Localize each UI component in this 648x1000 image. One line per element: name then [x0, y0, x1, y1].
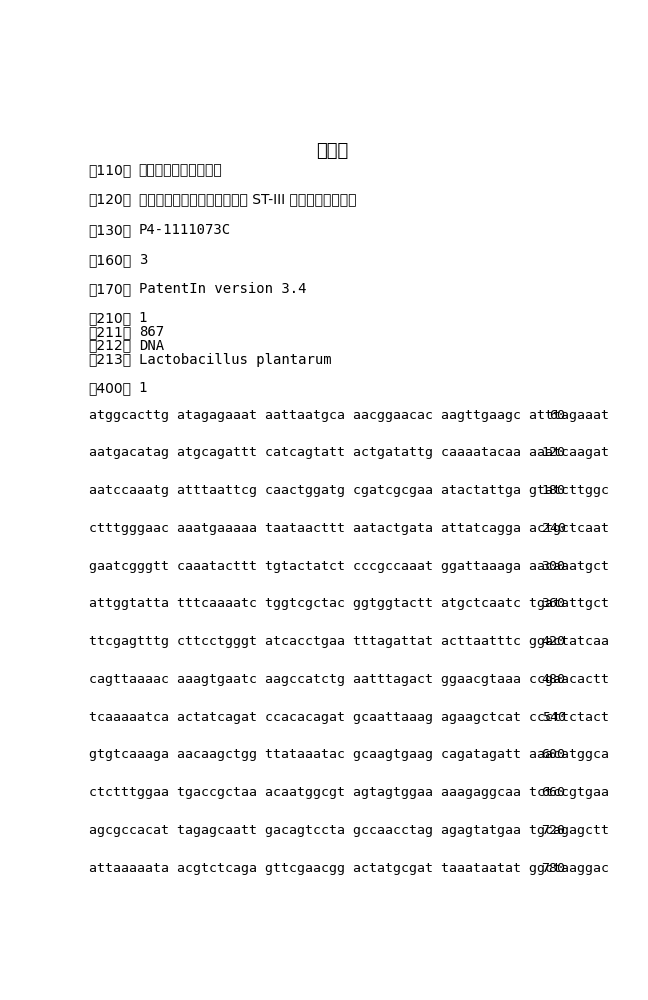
- Text: ＜210＞: ＜210＞: [89, 311, 132, 325]
- Text: ＜212＞: ＜212＞: [89, 339, 132, 353]
- Text: atggcacttg atagagaaat aattaatgca aacggaacac aagttgaagc atttagaaat: atggcacttg atagagaaat aattaatgca aacggaa…: [89, 409, 608, 422]
- Text: 720: 720: [542, 824, 566, 837]
- Text: 序列表: 序列表: [316, 142, 348, 160]
- Text: 一种快速定量检测植物乳杆菌 ST-III 的方法及其试剂盒: 一种快速定量检测植物乳杆菌 ST-III 的方法及其试剂盒: [139, 192, 356, 206]
- Text: cagttaaaac aaagtgaatc aagccatctg aatttagact ggaacgtaaa ccgaacactt: cagttaaaac aaagtgaatc aagccatctg aatttag…: [89, 673, 608, 686]
- Text: ＜130＞: ＜130＞: [89, 223, 132, 237]
- Text: ＜400＞: ＜400＞: [89, 381, 132, 395]
- Text: DNA: DNA: [139, 339, 164, 353]
- Text: aatgacatag atgcagattt catcagtatt actgatattg caaaatacaa aaatcaagat: aatgacatag atgcagattt catcagtatt actgata…: [89, 446, 608, 459]
- Text: gtgtcaaaga aacaagctgg ttataaatac gcaagtgaag cagatagatt aaacatggca: gtgtcaaaga aacaagctgg ttataaatac gcaagtg…: [89, 748, 608, 761]
- Text: 420: 420: [542, 635, 566, 648]
- Text: tcaaaaatca actatcagat ccacacagat gcaattaaag agaagctcat cccttctact: tcaaaaatca actatcagat ccacacagat gcaatta…: [89, 711, 608, 724]
- Text: ＜213＞: ＜213＞: [89, 353, 132, 367]
- Text: 780: 780: [542, 862, 566, 875]
- Text: 光明乳业股份有限公司: 光明乳业股份有限公司: [139, 163, 222, 177]
- Text: attaaaaata acgtctcaga gttcgaacgg actatgcgat taaataatat ggctaaggac: attaaaaata acgtctcaga gttcgaacgg actatgc…: [89, 862, 608, 875]
- Text: Lactobacillus plantarum: Lactobacillus plantarum: [139, 353, 331, 367]
- Text: ttcgagtttg cttcctgggt atcacctgaa tttagattat acttaatttc ggactatcaa: ttcgagtttg cttcctgggt atcacctgaa tttagat…: [89, 635, 608, 648]
- Text: 3: 3: [139, 253, 147, 267]
- Text: 60: 60: [550, 409, 566, 422]
- Text: attggtatta tttcaaaatc tggtcgctac ggtggtactt atgctcaatc tgatattgct: attggtatta tttcaaaatc tggtcgctac ggtggta…: [89, 597, 608, 610]
- Text: 120: 120: [542, 446, 566, 459]
- Text: ＜110＞: ＜110＞: [89, 163, 132, 177]
- Text: gaatcgggtt caaatacttt tgtactatct cccgccaaat ggattaaaga aacaaatgct: gaatcgggtt caaatacttt tgtactatct cccgcca…: [89, 560, 608, 573]
- Text: 240: 240: [542, 522, 566, 535]
- Text: ＜160＞: ＜160＞: [89, 253, 132, 267]
- Text: 300: 300: [542, 560, 566, 573]
- Text: 360: 360: [542, 597, 566, 610]
- Text: 480: 480: [542, 673, 566, 686]
- Text: 180: 180: [542, 484, 566, 497]
- Text: ctctttggaa tgaccgctaa acaatggcgt agtagtggaa aaagaggcaa tctccgtgaa: ctctttggaa tgaccgctaa acaatggcgt agtagtg…: [89, 786, 608, 799]
- Text: ctttgggaac aaatgaaaaa taataacttt aatactgata attatcagga actgctcaat: ctttgggaac aaatgaaaaa taataacttt aatactg…: [89, 522, 608, 535]
- Text: ＜211＞: ＜211＞: [89, 325, 132, 339]
- Text: P4-1111073C: P4-1111073C: [139, 223, 231, 237]
- Text: ＜120＞: ＜120＞: [89, 192, 132, 206]
- Text: aatccaaatg atttaattcg caactggatg cgatcgcgaa atactattga gtatcttggc: aatccaaatg atttaattcg caactggatg cgatcgc…: [89, 484, 608, 497]
- Text: 660: 660: [542, 786, 566, 799]
- Text: 1: 1: [139, 311, 147, 325]
- Text: 540: 540: [542, 711, 566, 724]
- Text: PatentIn version 3.4: PatentIn version 3.4: [139, 282, 307, 296]
- Text: agcgccacat tagagcaatt gacagtccta gccaacctag agagtatgaa tgcagagctt: agcgccacat tagagcaatt gacagtccta gccaacc…: [89, 824, 608, 837]
- Text: 1: 1: [139, 381, 147, 395]
- Text: 867: 867: [139, 325, 164, 339]
- Text: ＜170＞: ＜170＞: [89, 282, 132, 296]
- Text: 600: 600: [542, 748, 566, 761]
